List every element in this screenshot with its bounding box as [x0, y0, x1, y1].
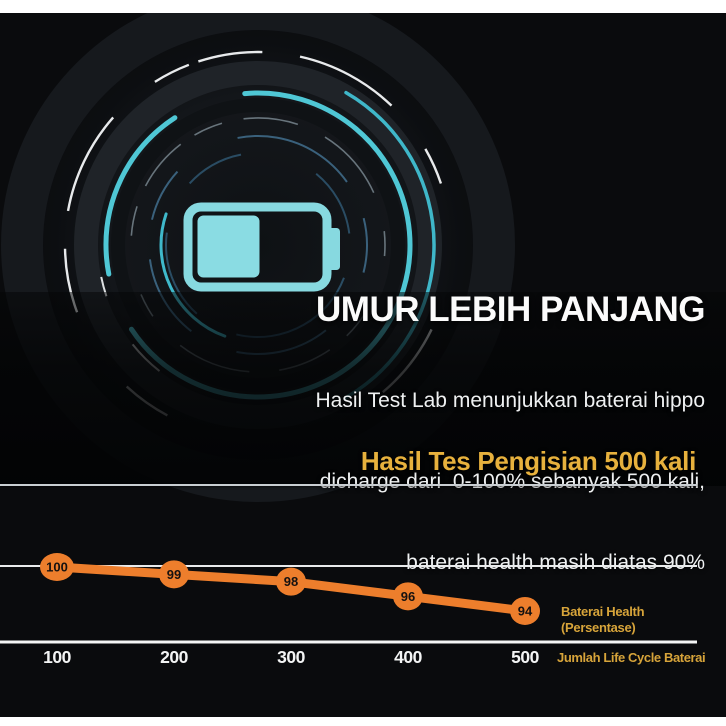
separator-line — [0, 484, 697, 486]
hero-subtitle-line-2: dicharge dari 0-100% sebanyak 500 kali, — [319, 470, 705, 493]
chart-data-point — [40, 553, 74, 581]
battery-charge-level — [197, 215, 260, 278]
hero-text-block: UMUR LEBIH PANJANG Hasil Test Lab menunj… — [315, 291, 705, 630]
battery-half-icon — [183, 202, 340, 292]
chart-data-point — [159, 560, 189, 589]
hero-text-backdrop — [0, 292, 726, 486]
chart-title: Hasil Tes Pengisian 500 kali — [360, 446, 696, 476]
x-axis-tick-label: 400 — [394, 647, 422, 667]
hero-subtitle: Hasil Test Lab menunjukkan baterai hippo… — [315, 333, 705, 630]
series-label-line-2: (Persentase) — [561, 619, 636, 635]
data-point-value-label: 98 — [284, 574, 298, 589]
x-axis-tick-label: 100 — [43, 647, 71, 667]
page-title: UMUR LEBIH PANJANG — [316, 290, 705, 329]
data-point-value-label: 96 — [401, 589, 415, 604]
top-white-strip — [0, 0, 726, 13]
series-label: Baterai Health (Persentase) — [561, 604, 645, 635]
series-label-line-1: Baterai Health — [561, 604, 645, 619]
x-axis-label: Jumlah Life Cycle Baterai — [557, 650, 706, 665]
x-axis-tick-label: 200 — [160, 647, 188, 667]
bottom-white-strip — [0, 717, 726, 726]
battery-terminal — [327, 228, 340, 270]
data-point-value-label: 99 — [167, 567, 181, 582]
x-axis-ticks-group: 100 200 300 400 500 — [43, 647, 540, 667]
data-points-group: 100 99 98 96 94 — [40, 553, 540, 625]
battery-health-chart: 100 99 98 96 94 100 200 300 400 500 — [0, 553, 697, 667]
hero-subtitle-line-1: Hasil Test Lab menunjukkan baterai hippo — [315, 389, 705, 412]
chart-data-point — [393, 582, 423, 611]
data-point-value-label: 100 — [46, 560, 68, 575]
hero-subtitle-line-3: baterai health masih diatas 90% — [406, 551, 705, 574]
x-axis-tick-label: 500 — [511, 647, 539, 667]
x-axis-tick-label: 300 — [277, 647, 305, 667]
data-point-value-label: 94 — [518, 603, 533, 618]
chart-data-point — [276, 567, 306, 596]
chart-data-point — [510, 596, 540, 625]
